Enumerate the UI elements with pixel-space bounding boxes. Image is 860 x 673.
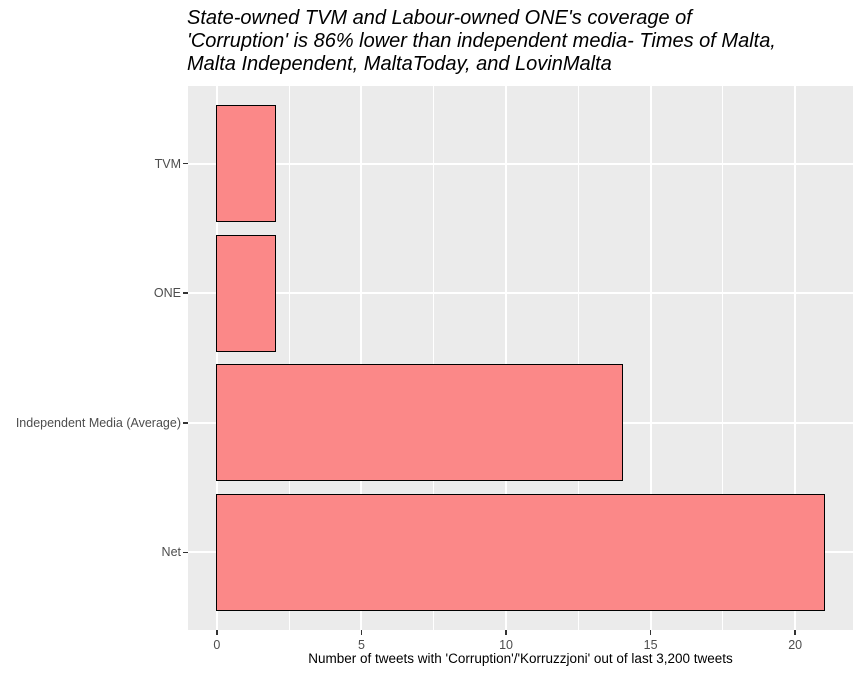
gridline-minor-x-2-5 (288, 86, 290, 630)
x-tick-label-10: 10 (499, 638, 513, 652)
x-tick-label-0: 0 (213, 638, 221, 652)
y-tick-mark-net (183, 551, 188, 554)
y-axis-label-independent-media-average: Independent Media (Average) (15, 415, 181, 430)
gridline-major-x-5 (360, 86, 363, 630)
x-tick-label-5: 5 (357, 638, 365, 652)
y-tick-mark-one (183, 292, 188, 294)
y-axis-label-one: ONE (153, 286, 181, 301)
gridline-minor-x-12-5 (577, 86, 579, 630)
gridline-major-x-0 (215, 86, 218, 630)
x-axis-label: Number of tweets with 'Corruption'/'Korr… (308, 651, 733, 666)
x-tick-mark-15 (649, 630, 652, 635)
x-tick-label-15: 15 (643, 638, 658, 652)
gridline-major-x-10 (505, 86, 508, 630)
gridline-major-y-one (188, 292, 853, 295)
y-tick-mark-tvm (183, 162, 188, 165)
gridline-major-x-15 (649, 86, 652, 630)
chart-title-line-3: Malta Independent, MaltaToday, and Lovin… (187, 53, 612, 75)
x-tick-mark-0 (216, 630, 218, 635)
x-tick-label-20: 20 (788, 638, 803, 652)
chart-title-line-2: 'Corruption' is 86% lower than independe… (187, 30, 776, 52)
x-tick-mark-10 (505, 630, 507, 635)
gridline-minor-x-7-5 (433, 86, 435, 630)
chart-title: State-owned TVM and Labour-owned ONE's c… (187, 7, 859, 76)
gridline-major-x-20 (794, 86, 797, 630)
chart-title-line-1: State-owned TVM and Labour-owned ONE's c… (187, 7, 692, 29)
gridline-minor-x-17-5 (722, 86, 724, 630)
x-tick-mark-20 (794, 630, 796, 635)
y-tick-mark-independent-media-average (183, 422, 188, 424)
bar-one (215, 234, 276, 352)
gridline-major-y-tvm (188, 162, 853, 165)
y-axis-label-tvm: TVM (154, 156, 181, 171)
bar-net (215, 494, 826, 611)
bar-independent-media-average (215, 364, 623, 482)
plot-panel (188, 86, 853, 630)
y-axis-label-net: Net (161, 545, 181, 560)
bar-tvm (215, 105, 276, 222)
x-tick-mark-5 (360, 630, 363, 635)
